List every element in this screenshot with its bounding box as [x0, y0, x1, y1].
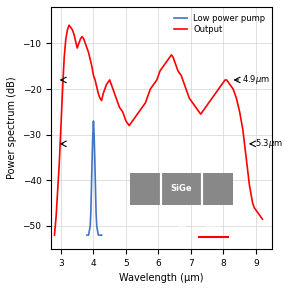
Low power pump	[92, 119, 95, 123]
Low power pump	[97, 233, 100, 237]
Low power pump	[93, 156, 97, 159]
Output	[163, 62, 167, 66]
Low power pump	[100, 233, 103, 237]
Line: Low power pump: Low power pump	[87, 121, 102, 235]
Text: 5.3$\mu$m: 5.3$\mu$m	[255, 137, 283, 150]
Output	[62, 55, 66, 59]
Low power pump	[88, 224, 92, 228]
Output	[111, 87, 115, 91]
Low power pump	[98, 233, 102, 237]
Text: 4.9$\mu$m: 4.9$\mu$m	[242, 73, 270, 86]
Output	[236, 103, 240, 107]
Y-axis label: Power spectrum (dB): Power spectrum (dB)	[7, 77, 17, 179]
Output	[53, 233, 56, 237]
Low power pump	[89, 211, 93, 214]
Output	[67, 23, 71, 27]
Output	[261, 218, 264, 221]
Low power pump	[90, 156, 94, 159]
Output	[178, 71, 181, 75]
Low power pump	[95, 224, 98, 228]
Low power pump	[90, 183, 93, 187]
Output	[218, 85, 222, 88]
Low power pump	[85, 233, 89, 237]
X-axis label: Wavelength (μm): Wavelength (μm)	[119, 273, 204, 283]
Low power pump	[91, 133, 95, 137]
Line: Output: Output	[55, 25, 262, 235]
Low power pump	[93, 133, 96, 137]
Low power pump	[94, 183, 97, 187]
Low power pump	[87, 233, 90, 237]
Low power pump	[94, 211, 98, 214]
Legend: Low power pump, Output: Low power pump, Output	[172, 11, 268, 37]
